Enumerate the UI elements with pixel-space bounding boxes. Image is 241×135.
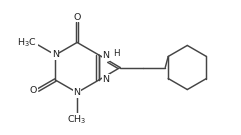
Text: N: N [102,75,109,84]
Text: H$_3$C: H$_3$C [17,37,37,49]
Text: O: O [30,86,37,94]
Text: CH$_3$: CH$_3$ [67,114,87,126]
Text: N: N [52,50,59,60]
Text: O: O [74,13,81,22]
Text: H: H [113,49,120,58]
Text: N: N [102,51,109,60]
Text: N: N [74,88,81,97]
